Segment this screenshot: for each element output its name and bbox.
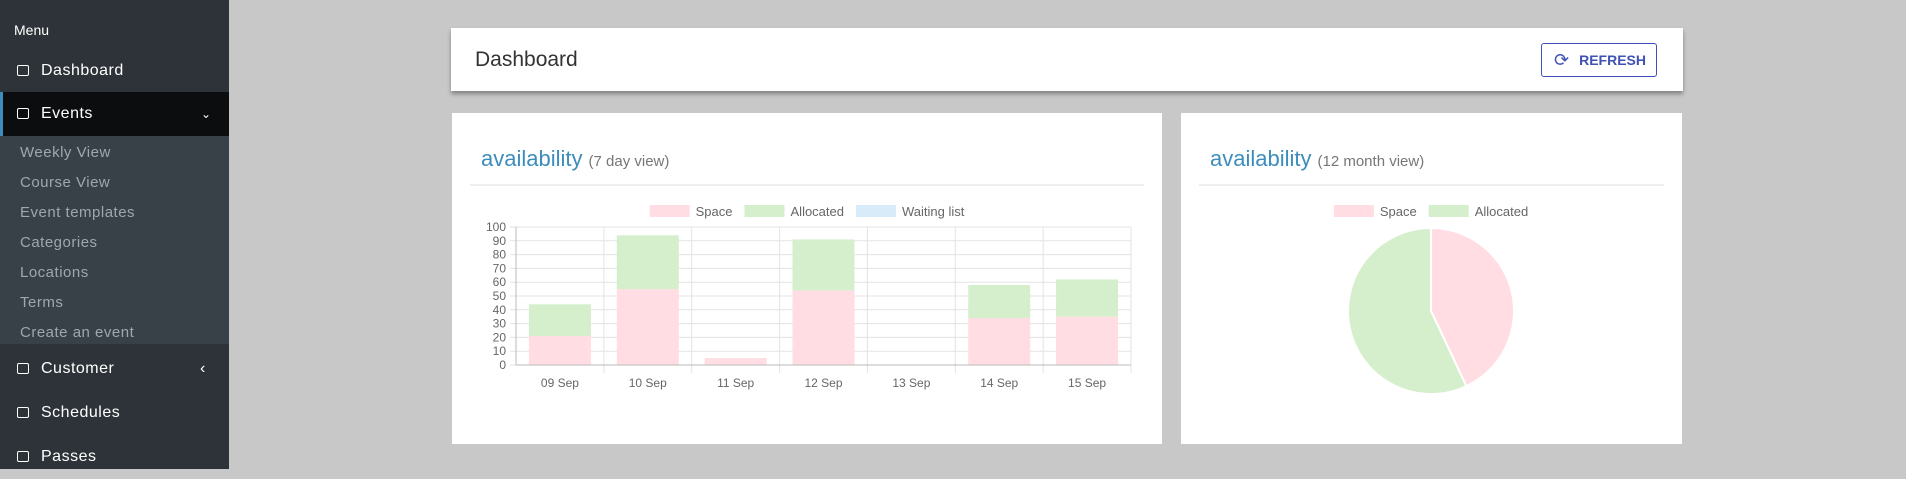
button-label: REFRESH [1579, 52, 1646, 68]
submenu-item[interactable]: Weekly View [20, 144, 111, 161]
y-tick-label: 60 [493, 275, 507, 289]
legend-label: Waiting list [902, 204, 965, 219]
x-tick-label: 09 Sep [541, 376, 579, 390]
nav-item[interactable]: Schedules [0, 391, 229, 435]
nav-label: Events [41, 105, 93, 122]
y-tick-label: 10 [493, 344, 507, 358]
legend-label: Allocated [1475, 204, 1528, 219]
bar-segment [792, 290, 855, 365]
bar-segment [616, 289, 679, 365]
pie-slice [1347, 226, 1468, 395]
nav-label: Customer [41, 360, 115, 377]
page-title: Dashboard [475, 48, 578, 71]
bar-segment [968, 284, 1031, 319]
nav-item[interactable]: Passes [0, 435, 229, 479]
bar-segment [528, 336, 591, 365]
y-tick-label: 40 [493, 303, 507, 317]
nav-item[interactable]: Customer ‹ [0, 347, 229, 391]
x-tick-label: 15 Sep [1068, 376, 1106, 390]
nav-item[interactable]: Events ⌄ [0, 92, 229, 136]
chart: availability (12 month view) Space Allocate… [1199, 146, 1664, 395]
bar-segment [616, 235, 679, 290]
y-tick-label: 20 [493, 330, 507, 344]
nav-label: Dashboard [41, 62, 124, 79]
submenu-item[interactable]: Categories [20, 234, 98, 251]
y-tick-label: 50 [493, 289, 507, 303]
bar-segment [792, 239, 855, 291]
nav-label: Passes [41, 448, 97, 465]
chart-subtitle: (7 day view) [589, 153, 670, 170]
chart-title: availability [481, 146, 583, 171]
submenu-item[interactable]: Event templates [20, 204, 136, 221]
menu-heading: Menu [14, 22, 50, 38]
sidebar: Menu Dashboard Events ⌄ Weekly View Cours… [0, 0, 229, 469]
nav-item[interactable]: Dashboard [0, 49, 229, 93]
x-tick-label: 12 Sep [804, 376, 842, 390]
submenu-item[interactable]: Course View [20, 174, 111, 191]
y-tick-label: 80 [493, 248, 507, 262]
submenu-item[interactable]: Terms [20, 294, 64, 311]
bar-segment [1056, 316, 1119, 365]
pie-slice [1430, 226, 1515, 388]
legend-swatch [649, 205, 690, 217]
legend-label: Space [696, 204, 733, 219]
y-tick-label: 70 [493, 261, 507, 275]
submenu-item[interactable]: Create an event [20, 324, 135, 341]
legend-swatch [744, 205, 785, 217]
chart-card: availability (7 day view) Space Allocated Wa… [452, 113, 1162, 444]
submenu-item[interactable]: Locations [20, 264, 89, 281]
y-tick-label: 90 [493, 234, 507, 248]
x-tick-label: 11 Sep [717, 376, 754, 390]
chart-title: availability [1210, 146, 1312, 171]
legend-label: Space [1380, 204, 1417, 219]
y-tick-label: 0 [499, 358, 506, 372]
x-tick-label: 14 Sep [980, 376, 1018, 390]
chart-subtitle: (12 month view) [1318, 153, 1425, 170]
legend-swatch [1333, 205, 1374, 217]
bar-segment [968, 318, 1031, 365]
chart: availability (7 day view) Space Allocated Wa… [470, 146, 1144, 390]
bar-segment [1056, 279, 1119, 317]
legend-swatch [855, 205, 896, 217]
nav-label: Schedules [41, 404, 121, 421]
submenu: Weekly View Course View Event templates … [0, 136, 229, 344]
bar-segment [528, 304, 591, 337]
y-tick-label: 30 [493, 317, 507, 331]
legend: Space Allocated Waiting list [649, 204, 965, 219]
x-tick-label: 13 Sep [892, 376, 930, 390]
legend: Space Allocated [1333, 204, 1528, 219]
legend-label: Allocated [791, 204, 844, 219]
x-tick-label: 10 Sep [629, 376, 667, 390]
y-tick-label: 100 [486, 220, 506, 234]
bar-segment [704, 358, 767, 365]
refresh-button[interactable]: ⟳ REFRESH [1541, 43, 1657, 77]
header-card: Dashboard ⟳ REFRESH [451, 28, 1683, 91]
chart-card: availability (12 month view) Space Allocate… [1181, 113, 1682, 444]
legend-swatch [1428, 205, 1469, 217]
